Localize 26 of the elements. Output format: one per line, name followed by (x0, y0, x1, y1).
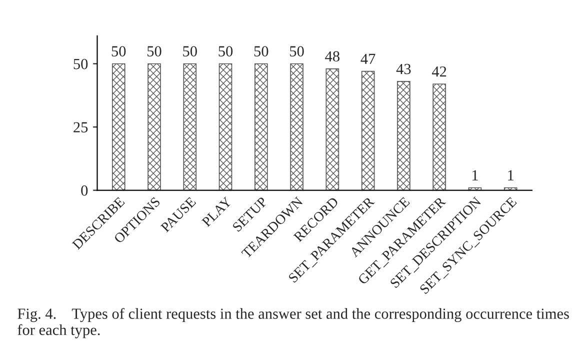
data-label: 50 (254, 46, 268, 56)
bar (361, 70, 375, 190)
bar (112, 63, 126, 190)
data-label: 1 (472, 170, 478, 180)
bar (218, 63, 232, 190)
bar (397, 81, 410, 190)
data-label: 43 (396, 64, 411, 74)
y-tick-label: 25 (74, 122, 88, 132)
data-label: 50 (290, 46, 304, 56)
bar (254, 63, 268, 190)
y-tick-label: 50 (74, 58, 88, 70)
data-label: 50 (218, 46, 233, 56)
bar (432, 84, 446, 190)
bar (183, 63, 197, 190)
bar (326, 68, 340, 190)
data-label: 50 (183, 46, 197, 56)
data-label: 48 (325, 51, 340, 62)
caption: Fig. 4. Types of client requests in the answer set and the corresponding occurrence times for each type. (18, 308, 569, 338)
data-label: 42 (432, 66, 446, 77)
y-tick-label: 0 (81, 185, 88, 196)
data-label: 1 (508, 170, 514, 180)
bar (290, 63, 304, 190)
data-label: 47 (360, 54, 376, 64)
data-label: 50 (112, 46, 126, 56)
bar (148, 63, 161, 190)
data-label: 50 (148, 46, 162, 56)
